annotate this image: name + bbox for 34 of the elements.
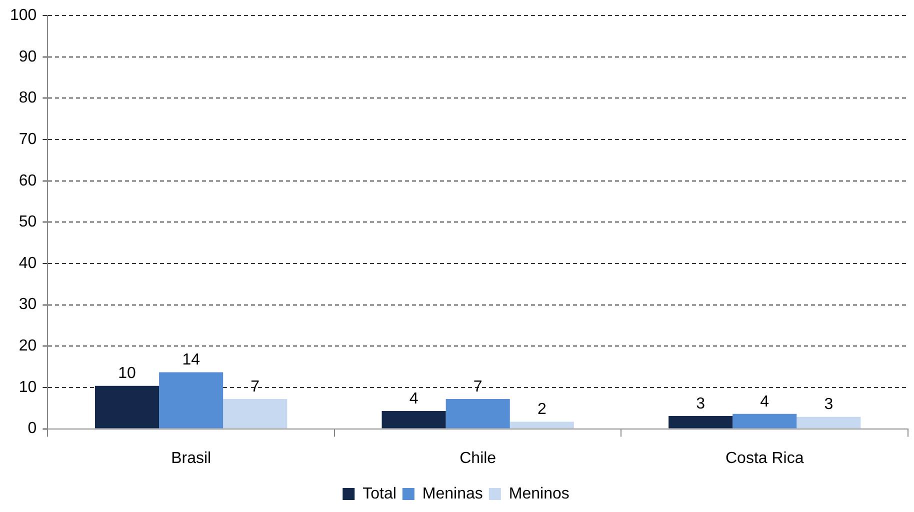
bar	[446, 399, 510, 428]
y-tick-label: 70	[18, 130, 37, 148]
y-tick-label: 30	[18, 296, 37, 314]
y-tick-label: 20	[18, 338, 37, 355]
bar	[159, 372, 224, 428]
y-tick-label: 50	[18, 214, 37, 231]
x-tick-label: Costa Rica	[725, 450, 804, 467]
bar	[732, 414, 797, 428]
legend-label: Meninos	[508, 485, 570, 502]
bar	[223, 399, 288, 428]
data-label: 4	[409, 390, 418, 408]
y-tick-label: 10	[18, 378, 37, 396]
y-tick-label: 90	[18, 48, 37, 66]
data-label: 3	[824, 396, 834, 414]
bar	[796, 416, 861, 428]
x-tick-label: Chile	[460, 450, 496, 467]
y-tick-label: 60	[18, 172, 37, 190]
data-label: 2	[537, 401, 546, 418]
data-label: 4	[760, 393, 770, 410]
bar	[510, 422, 574, 428]
bar	[668, 416, 733, 428]
y-tick-label: 40	[18, 254, 37, 272]
x-tick-label: Brasil	[171, 450, 212, 467]
bar	[95, 386, 160, 428]
data-label: 10	[118, 365, 136, 382]
legend-label: Meninas	[422, 485, 483, 502]
data-label: 14	[182, 352, 200, 369]
legend-label: Total	[362, 485, 396, 502]
y-tick-label: 0	[28, 420, 37, 438]
y-tick-label: 80	[18, 90, 37, 107]
data-label: 7	[473, 378, 482, 396]
y-tick-label: 100	[10, 7, 37, 24]
data-label: 3	[696, 395, 706, 412]
bar	[382, 411, 446, 428]
